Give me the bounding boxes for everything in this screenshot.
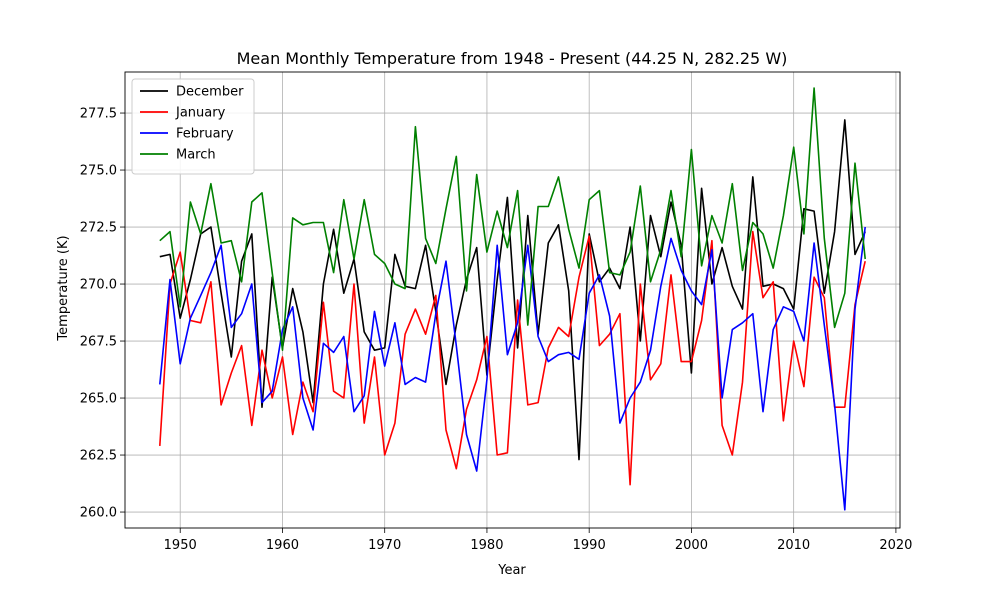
y-tick-label: 265.0 xyxy=(80,392,117,407)
series-line-march xyxy=(159,87,866,352)
y-tick-label: 275.0 xyxy=(80,164,117,179)
x-tick-label: 1980 xyxy=(470,538,503,553)
x-axis-ticks: 1950 1960 1970 1980 1990 2000 2010 2020 xyxy=(164,528,912,553)
x-tick-label: 1950 xyxy=(164,538,197,553)
y-tick-label: 272.5 xyxy=(80,221,117,236)
legend-label-december: December xyxy=(176,85,244,100)
plot-frame xyxy=(124,71,901,529)
x-tick-label: 1990 xyxy=(573,538,606,553)
y-tick-label: 262.5 xyxy=(80,449,117,464)
legend-label-january: January xyxy=(175,106,226,121)
legend-box xyxy=(131,78,255,175)
x-tick-label: 2020 xyxy=(879,538,912,553)
x-tick-label: 2000 xyxy=(675,538,708,553)
grid xyxy=(125,72,900,528)
y-tick-label: 260.0 xyxy=(80,506,117,521)
y-tick-label: 267.5 xyxy=(80,335,117,350)
legend: December January February March xyxy=(131,78,255,175)
series-line-january xyxy=(159,230,866,486)
y-tick-label: 270.0 xyxy=(80,278,117,293)
x-tick-label: 2010 xyxy=(777,538,810,553)
legend-label-february: February xyxy=(176,127,234,142)
x-axis-label: Year xyxy=(497,563,526,578)
x-tick-label: 1970 xyxy=(368,538,401,553)
y-tick-label: 277.5 xyxy=(80,107,117,122)
series-lines xyxy=(159,87,866,511)
y-axis-label: Temperature (K) xyxy=(56,235,71,341)
chart-title: Mean Monthly Temperature from 1948 - Pre… xyxy=(237,49,788,68)
y-axis-ticks: 260.0 262.5 265.0 267.5 270.0 272.5 275.0 277.5 xyxy=(80,107,125,521)
legend-label-march: March xyxy=(176,148,216,163)
x-tick-label: 1960 xyxy=(266,538,299,553)
series-line-february xyxy=(159,226,866,511)
